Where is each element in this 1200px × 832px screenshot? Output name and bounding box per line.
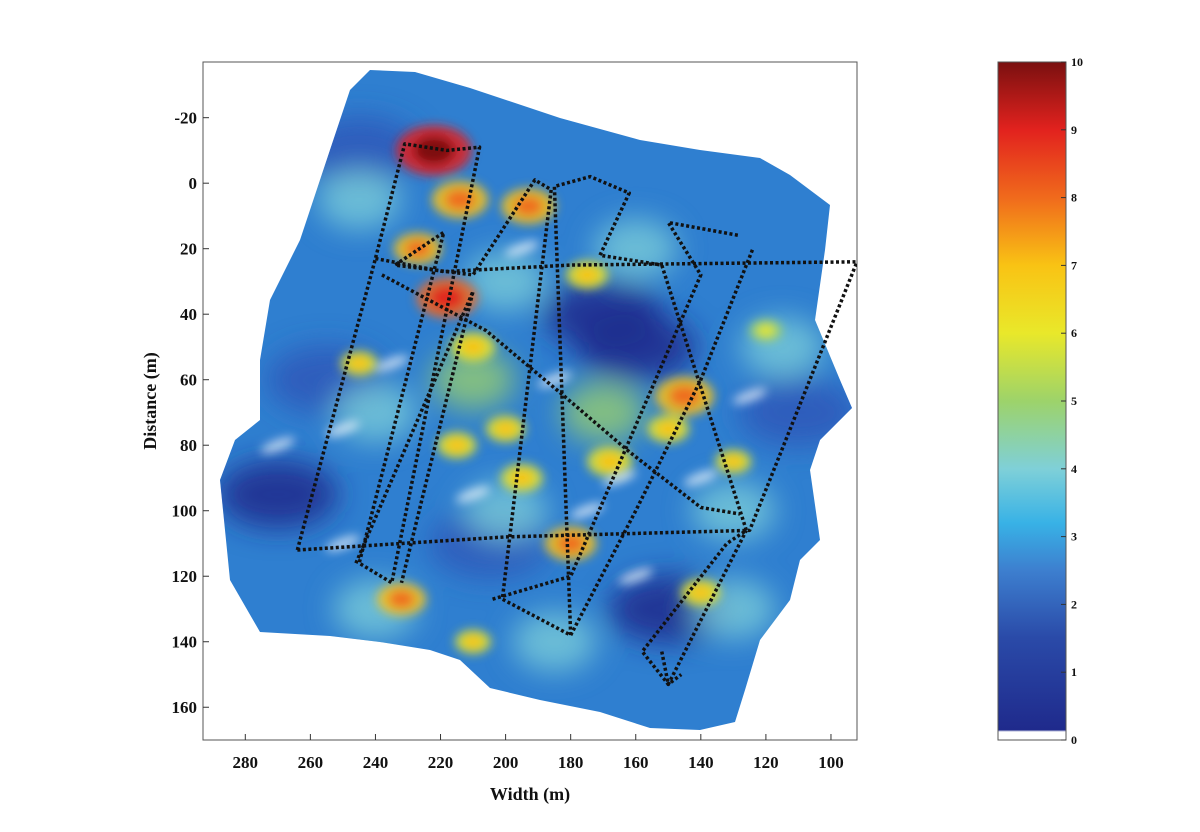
y-tick-label: 20	[180, 240, 197, 259]
colorbar-tick-label: 8	[1071, 191, 1077, 205]
heatmap-hot-cell	[495, 421, 517, 437]
heatmap-hot-cell	[690, 585, 712, 600]
y-tick-label: 140	[172, 633, 198, 652]
heatmap-hot-cell	[413, 136, 455, 165]
heatmap-highlight	[569, 502, 604, 519]
survey-track	[381, 273, 741, 516]
y-tick-label: -20	[174, 109, 197, 128]
x-tick-label: 200	[493, 753, 519, 772]
x-axis: 280 260 240 220 200 180 160 140 120 100	[233, 734, 844, 772]
colorbar-scale	[997, 61, 1067, 741]
y-tick-label: 0	[189, 174, 198, 193]
heatmap-hot-cell	[575, 267, 599, 283]
heatmap-mid-cell	[691, 480, 776, 541]
survey-track	[295, 142, 749, 687]
y-tick-label: 40	[180, 305, 197, 324]
x-tick-label: 220	[428, 753, 454, 772]
survey-track	[375, 256, 857, 274]
heatmap-mid-cell	[317, 169, 402, 230]
survey-track	[492, 220, 741, 601]
heatmap-hot-cell	[349, 356, 370, 371]
x-tick-label: 260	[298, 753, 324, 772]
heatmap-hot-cell	[513, 196, 543, 217]
y-tick-label: 60	[180, 371, 197, 390]
heatmap-mid-cell	[512, 611, 597, 672]
x-tick-label: 280	[233, 753, 259, 772]
heatmap-hot-cell	[668, 385, 701, 407]
y-tick-label: 160	[172, 698, 198, 717]
heatmap-hot-cell	[388, 590, 415, 609]
x-tick-label: 240	[363, 753, 389, 772]
colorbar-tick-label: 6	[1071, 326, 1077, 340]
x-tick-label: 140	[688, 753, 714, 772]
colorbar-tick-label: 1	[1071, 665, 1077, 679]
heatmap-highlight	[504, 240, 539, 257]
heatmap-low-cell	[575, 312, 696, 381]
heatmap-highlight	[456, 486, 491, 503]
survey-tracks	[295, 142, 857, 687]
heatmap-highlight	[732, 388, 767, 404]
y-tick-label: 80	[180, 436, 197, 455]
heatmap-mid-cell	[561, 382, 646, 443]
survey-track	[660, 529, 748, 687]
heatmap-hot-cell	[461, 338, 485, 356]
heatmap-hot-cell	[556, 534, 585, 553]
heatmap-highlight	[325, 421, 360, 437]
colorbar-tick-label: 10	[1071, 55, 1083, 69]
y-axis-title: Distance (m)	[140, 352, 161, 449]
heatmap-highlight	[374, 355, 409, 372]
heatmap-highlight	[325, 535, 360, 552]
x-axis-title: Width (m)	[490, 784, 570, 805]
x-tick-label: 100	[818, 753, 844, 772]
heatmap-hot-cell	[430, 286, 464, 310]
heatmap-mid-cell	[463, 251, 548, 312]
colorbar: 0 1 2 3 4 5 6 7 8 9 10	[997, 55, 1083, 747]
heatmap-highlight	[260, 437, 295, 453]
survey-track	[354, 289, 475, 584]
plot-area	[202, 61, 858, 741]
heatmap-mid-cell	[463, 480, 548, 541]
heatmap-hot-cell	[463, 635, 483, 649]
colorbar-tick-label: 3	[1071, 530, 1077, 544]
survey-track	[297, 261, 857, 552]
colorbar-tick-label: 7	[1071, 258, 1077, 272]
colorbar-tick-label: 2	[1071, 597, 1077, 611]
x-tick-label: 160	[623, 753, 649, 772]
heatmap-hot-cell	[446, 437, 468, 453]
colorbar-tick-label: 4	[1071, 462, 1077, 476]
colorbar-tick-label: 5	[1071, 394, 1077, 408]
heatmap-hot-cell	[510, 470, 534, 486]
heatmap-highlight	[683, 470, 718, 486]
colorbar-tick-label: 9	[1071, 123, 1077, 137]
y-tick-label: 100	[172, 502, 198, 521]
x-tick-label: 180	[558, 753, 584, 772]
heatmap-hot-cell	[597, 453, 622, 470]
heatmap-hot-cell	[756, 324, 775, 337]
colorbar-tick-label: 0	[1071, 733, 1077, 747]
heatmap-surface	[220, 70, 852, 730]
colorbar-ticks: 0 1 2 3 4 5 6 7 8 9 10	[1061, 55, 1083, 747]
heatmap-hot-cell	[445, 189, 476, 210]
y-tick-label: 120	[172, 567, 198, 586]
heatmap-hot-cell	[723, 454, 743, 469]
y-axis: -20 0 20 40 60 80 100 120 140 160	[172, 109, 209, 717]
x-tick-label: 120	[753, 753, 779, 772]
heatmap-mid-cell	[431, 349, 516, 410]
heatmap-highlight	[618, 568, 653, 584]
